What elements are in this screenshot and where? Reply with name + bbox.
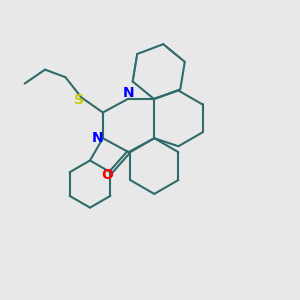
- Text: N: N: [123, 86, 134, 100]
- Text: N: N: [92, 131, 103, 145]
- Text: S: S: [74, 93, 84, 106]
- Text: O: O: [101, 168, 113, 182]
